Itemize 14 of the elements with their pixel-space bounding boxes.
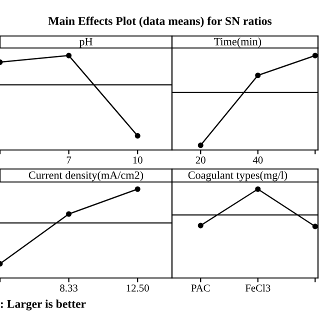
x-axis-title: Current density(mA/cm2)	[28, 171, 144, 182]
x-tick-label: 40	[252, 156, 263, 164]
chart-title: Main Effects Plot (data means) for SN ratios	[48, 16, 272, 28]
x-axis-title: Time(min)	[214, 38, 262, 48]
x-tick-label: 20	[196, 156, 206, 164]
x-tick-label: 10	[133, 156, 142, 164]
x-axis-title: Coagulant types(mg/l)	[188, 171, 288, 182]
x-tick-label: 7	[66, 156, 72, 164]
x-tick-label: 12.50	[126, 284, 149, 292]
x-tick-label: PAC	[191, 284, 210, 292]
text: : Larger is better	[0, 300, 86, 310]
x-tick-label: 8.33	[60, 284, 78, 292]
x-axis-title: pH	[79, 38, 92, 48]
x-tick-label: FeCl3	[245, 284, 270, 292]
